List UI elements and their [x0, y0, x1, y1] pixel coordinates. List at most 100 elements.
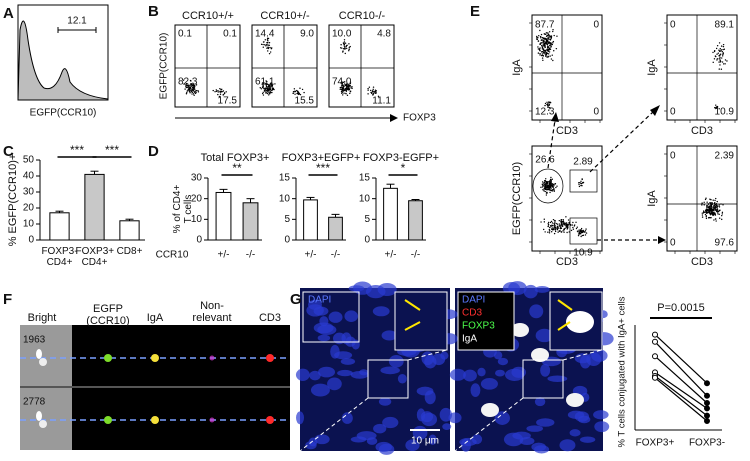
flow-dot	[559, 224, 561, 227]
nucleus	[309, 370, 321, 381]
flow-dot	[554, 219, 556, 222]
flow-dot	[348, 50, 350, 52]
y-axis-label: IgA	[511, 59, 523, 76]
dashed-arrow	[547, 119, 556, 169]
gate-value: 0	[670, 20, 676, 31]
flow-dot	[262, 91, 264, 93]
y-axis-label: % T cells conjugated with IgA+ cells	[617, 296, 628, 447]
flow-dot	[561, 223, 563, 225]
flow-dot	[543, 52, 546, 54]
inset	[394, 291, 448, 351]
flow-dot	[344, 42, 347, 44]
flow-dot	[704, 213, 707, 216]
flow-dot	[714, 199, 716, 202]
flow-dot	[293, 88, 296, 90]
gate-value: 12.3	[535, 107, 555, 118]
flow-dot	[547, 104, 549, 107]
flow-dot	[535, 38, 538, 40]
bar	[303, 199, 318, 241]
flow-dot	[701, 212, 704, 214]
flow-dot	[724, 63, 726, 65]
flow-dot	[548, 48, 551, 51]
flow-dot	[558, 219, 561, 222]
flow-dot	[367, 89, 369, 91]
flow-dot	[222, 94, 225, 96]
flow-dot	[580, 182, 582, 185]
flow-dot	[549, 178, 552, 181]
flow-dot	[550, 46, 553, 48]
flow-dot	[714, 214, 717, 216]
flow-dot	[343, 43, 346, 46]
nucleus	[526, 425, 543, 432]
flow-dot	[554, 183, 556, 185]
flow-dot	[192, 93, 195, 95]
flow-dot	[539, 47, 541, 49]
flow-dot	[267, 50, 269, 52]
bar	[408, 200, 423, 241]
flow-dot	[259, 87, 261, 89]
flow-dot	[721, 51, 724, 53]
flow-dot	[340, 82, 342, 84]
flow-dot	[271, 91, 273, 94]
cell	[209, 355, 215, 361]
nucleus	[529, 304, 544, 319]
flow-dot	[339, 88, 341, 91]
flow-dot	[341, 85, 343, 87]
nucleus	[497, 357, 509, 366]
flow-dot	[187, 85, 190, 88]
flow-dot	[547, 53, 550, 55]
flow-dot	[262, 82, 264, 85]
flow-dot	[712, 199, 714, 201]
plot-frame	[531, 145, 603, 252]
flow-dot	[547, 101, 550, 103]
flow-dot	[188, 90, 191, 93]
flow-dot	[551, 178, 553, 180]
quadrant-value: 10.0	[332, 29, 352, 40]
quadrant-value: 82.3	[178, 77, 198, 88]
flow-dot	[266, 42, 268, 44]
flow-dot	[706, 206, 708, 208]
flow-dot	[554, 230, 557, 233]
flow-dot	[549, 221, 552, 224]
flow-dot	[716, 58, 719, 60]
flow-dot	[562, 230, 564, 232]
flow-dot	[548, 34, 550, 36]
panel-label: F	[3, 291, 12, 308]
flow-dot	[566, 226, 568, 228]
channel-label: FOXP3	[462, 321, 495, 332]
flow-dot	[549, 46, 551, 48]
flow-dot	[269, 51, 272, 53]
flow-dot	[579, 231, 581, 233]
flow-dot	[550, 181, 552, 183]
flow-dot	[549, 42, 551, 45]
y-tick-label: 5	[364, 214, 370, 225]
flow-dot	[542, 45, 545, 47]
nucleus	[295, 368, 310, 381]
flow-dot	[548, 44, 551, 47]
flow-dot	[269, 90, 271, 92]
flow-dot	[184, 88, 186, 90]
nucleus	[534, 445, 550, 454]
flow-dot	[195, 84, 198, 86]
cell	[104, 416, 112, 424]
flow-dot	[345, 47, 348, 50]
y-tick-label: 20	[23, 203, 35, 214]
flow-dot	[715, 104, 717, 106]
x-tick-label: -/-	[411, 250, 420, 261]
flow-dot	[705, 197, 707, 199]
point	[704, 412, 710, 419]
flow-dot	[539, 43, 541, 45]
flow-dot	[713, 208, 716, 210]
flow-dot	[718, 42, 721, 44]
nucleus	[579, 436, 596, 443]
flow-dot	[264, 90, 266, 93]
flow-dot	[548, 104, 550, 106]
flow-dot	[548, 232, 551, 234]
flow-dot	[710, 207, 713, 209]
quadrant-value: 11.1	[372, 96, 391, 107]
flow-dot	[342, 94, 344, 96]
flow-dot	[719, 59, 721, 62]
x-tick-label: +/-	[305, 250, 317, 261]
flow-dot	[550, 36, 552, 39]
flow-dot	[564, 223, 566, 226]
